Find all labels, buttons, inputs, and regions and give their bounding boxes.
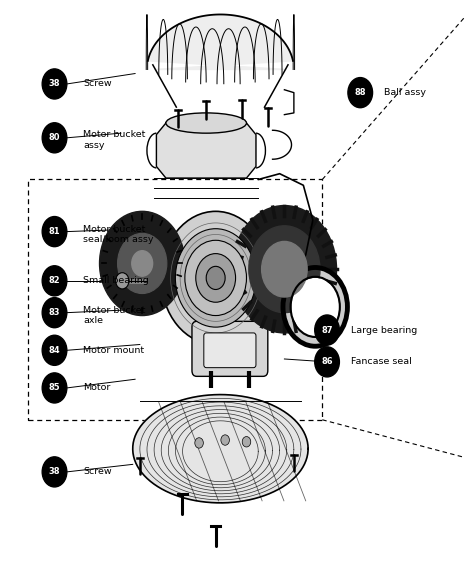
Circle shape xyxy=(249,226,320,313)
Text: 88: 88 xyxy=(355,88,366,97)
Circle shape xyxy=(42,69,67,99)
Text: Motor: Motor xyxy=(83,383,110,393)
Text: 81: 81 xyxy=(49,227,60,236)
Circle shape xyxy=(232,206,337,333)
Circle shape xyxy=(262,241,307,297)
Circle shape xyxy=(42,457,67,487)
Circle shape xyxy=(118,233,167,294)
Text: Motor mount: Motor mount xyxy=(83,346,144,355)
Text: Large bearing: Large bearing xyxy=(351,325,417,335)
Circle shape xyxy=(284,269,346,345)
Circle shape xyxy=(42,298,67,328)
Text: 38: 38 xyxy=(49,467,60,477)
Text: 87: 87 xyxy=(321,325,333,335)
Circle shape xyxy=(132,251,153,276)
Text: Motor bucket
axle: Motor bucket axle xyxy=(83,306,146,325)
Text: 82: 82 xyxy=(49,276,60,285)
Circle shape xyxy=(196,254,236,302)
Ellipse shape xyxy=(166,113,246,133)
FancyBboxPatch shape xyxy=(192,321,268,376)
Circle shape xyxy=(242,437,251,447)
Circle shape xyxy=(175,229,256,327)
Circle shape xyxy=(42,373,67,403)
Text: Small bearing: Small bearing xyxy=(83,276,149,285)
Circle shape xyxy=(42,123,67,153)
Circle shape xyxy=(161,211,270,345)
Circle shape xyxy=(42,217,67,247)
Circle shape xyxy=(315,347,339,377)
Circle shape xyxy=(348,78,373,108)
Circle shape xyxy=(292,278,339,336)
Circle shape xyxy=(42,335,67,365)
FancyBboxPatch shape xyxy=(204,333,256,368)
Bar xyxy=(28,179,322,420)
Text: Screw: Screw xyxy=(83,467,111,477)
Circle shape xyxy=(221,435,229,445)
Circle shape xyxy=(206,266,225,290)
Polygon shape xyxy=(133,395,308,503)
Text: Ball assy: Ball assy xyxy=(384,88,426,97)
Circle shape xyxy=(195,438,203,448)
Text: 83: 83 xyxy=(49,308,60,317)
Circle shape xyxy=(185,240,246,316)
Circle shape xyxy=(100,211,185,316)
Circle shape xyxy=(315,315,339,345)
Text: Fancase seal: Fancase seal xyxy=(351,357,411,367)
Text: 80: 80 xyxy=(49,133,60,142)
Text: 86: 86 xyxy=(321,357,333,367)
Circle shape xyxy=(42,266,67,296)
Text: Motor bucket
seal/loom assy: Motor bucket seal/loom assy xyxy=(83,225,154,244)
Text: Screw: Screw xyxy=(83,79,111,89)
Text: 38: 38 xyxy=(49,79,60,89)
Text: 84: 84 xyxy=(49,346,60,355)
Text: Motor bucket
assy: Motor bucket assy xyxy=(83,130,146,150)
Polygon shape xyxy=(156,123,256,178)
Circle shape xyxy=(116,273,129,289)
Text: 85: 85 xyxy=(49,383,60,393)
Polygon shape xyxy=(148,14,293,69)
